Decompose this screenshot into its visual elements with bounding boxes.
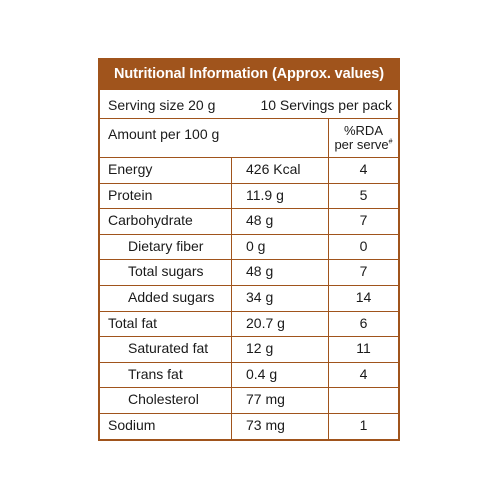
rda-column-divider — [328, 118, 329, 439]
row-divider — [100, 183, 398, 184]
rda-column-header: %RDA per serve# — [329, 124, 398, 152]
row-divider — [100, 387, 398, 388]
nutrient-name: Trans fat — [128, 365, 183, 382]
divider — [100, 118, 398, 119]
nutrient-name: Added sugars — [128, 289, 215, 305]
amount-column-divider — [231, 157, 232, 439]
panel-title: Nutritional Information (Approx. values) — [100, 60, 398, 89]
nutrient-rda: 4 — [359, 365, 368, 382]
table-row: Protein 11.9 g 5 — [100, 183, 398, 208]
nutrient-name: Cholesterol — [128, 391, 199, 408]
row-divider — [100, 311, 398, 312]
rda-header-line2-text: per serve — [334, 137, 389, 152]
row-divider — [100, 336, 398, 337]
nutrient-amount: 77 mg — [246, 391, 285, 408]
rda-header-line1: %RDA — [343, 123, 383, 138]
row-divider — [100, 413, 398, 414]
nutrient-rda: 4 — [359, 161, 368, 177]
serving-size: Serving size 20 g — [108, 97, 216, 113]
nutrient-amount: 73 mg — [246, 417, 285, 433]
nutrient-rda: 5 — [359, 186, 368, 203]
table-row: Cholesterol 77 mg — [100, 387, 398, 412]
table-row: Trans fat 0.4 g 4 — [100, 362, 398, 387]
table-row: Sodium 73 mg 1 — [100, 413, 398, 438]
nutrient-amount: 0.4 g — [246, 365, 278, 382]
row-divider — [100, 285, 398, 286]
nutrient-name: Energy — [108, 161, 153, 177]
nutrient-amount: 0 g — [246, 237, 266, 254]
nutrient-rda: 1 — [359, 417, 368, 433]
rda-header-line2: per serve# — [329, 138, 398, 152]
divider — [100, 89, 398, 90]
nutrient-rda: 7 — [359, 212, 368, 229]
row-divider — [100, 362, 398, 363]
nutrient-name: Saturated fat — [128, 340, 209, 357]
nutrient-amount: 426 Kcal — [246, 161, 301, 177]
row-divider — [100, 259, 398, 260]
nutrient-name: Sodium — [108, 417, 156, 433]
servings-per-pack: 10 Servings per pack — [260, 97, 392, 113]
amount-per-label: Amount per 100 g — [108, 126, 220, 142]
table-row: Total fat 20.7 g 6 — [100, 311, 398, 336]
table-row: Saturated fat 12 g 11 — [100, 336, 398, 361]
nutrient-name: Carbohydrate — [108, 212, 193, 229]
table-row: Added sugars 34 g 14 — [100, 285, 398, 310]
nutrient-rda: 14 — [355, 289, 372, 305]
row-divider — [100, 208, 398, 209]
table-row: Total sugars 48 g 7 — [100, 259, 398, 284]
table-row: Dietary fiber 0 g 0 — [100, 234, 398, 259]
table-row: Carbohydrate 48 g 7 — [100, 208, 398, 233]
nutrient-name: Total fat — [108, 314, 158, 331]
table-row: Energy 426 Kcal 4 — [100, 157, 398, 182]
nutrient-name: Protein — [108, 186, 153, 203]
row-divider — [100, 234, 398, 235]
rda-footnote-mark: # — [388, 138, 393, 146]
nutrition-facts-panel: Nutritional Information (Approx. values)… — [98, 58, 400, 441]
nutrient-rda: 0 — [359, 237, 368, 254]
nutrient-amount: 48 g — [246, 212, 274, 229]
divider — [100, 157, 398, 158]
nutrient-amount: 34 g — [246, 289, 274, 305]
nutrient-rda: 11 — [356, 340, 371, 357]
nutrient-amount: 48 g — [246, 263, 274, 280]
nutrient-rda: 6 — [359, 314, 368, 331]
nutrient-rda: 7 — [359, 263, 368, 280]
nutrient-amount: 20.7 g — [246, 314, 285, 331]
nutrient-amount: 11.9 g — [246, 186, 284, 203]
nutrient-amount: 12 g — [246, 340, 274, 357]
nutrient-name: Total sugars — [128, 263, 204, 280]
nutrient-name: Dietary fiber — [128, 237, 204, 254]
